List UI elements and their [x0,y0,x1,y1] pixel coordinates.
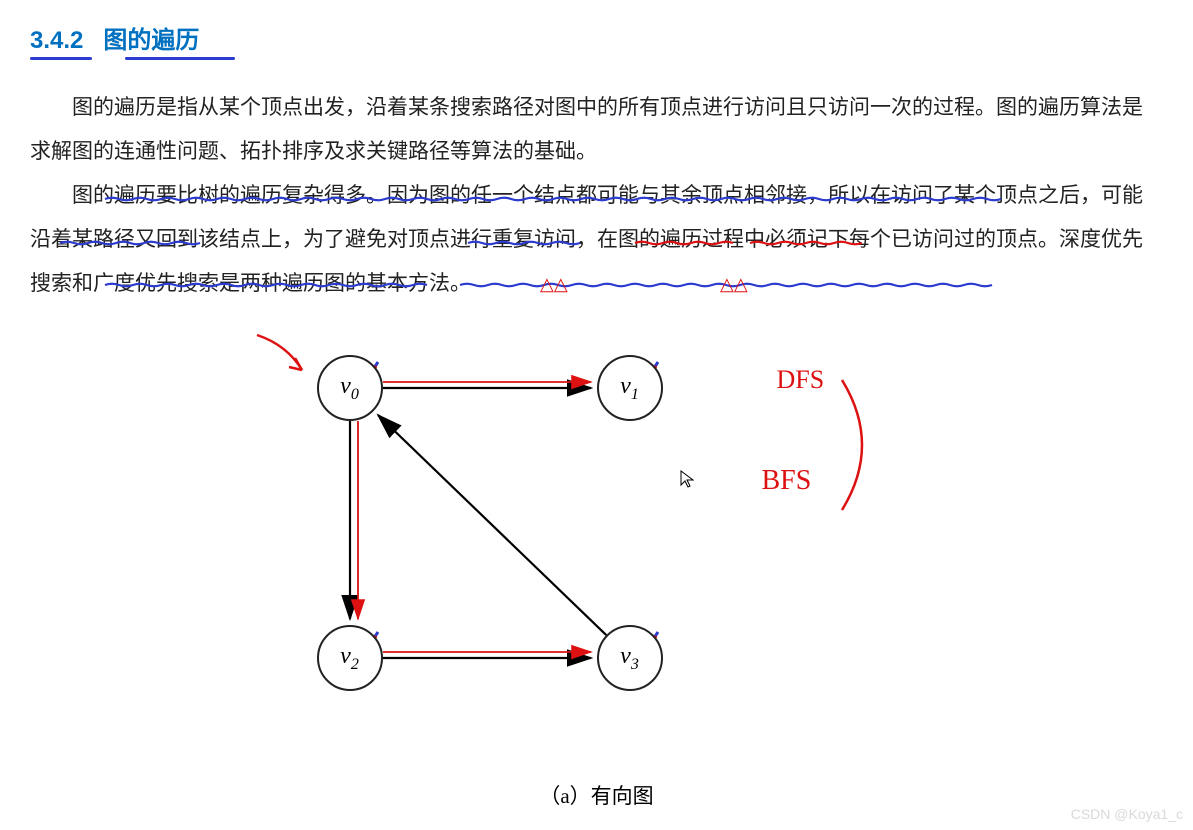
hand-note-dfs: DFS [777,365,825,395]
hand-bracket [837,375,897,515]
graph-diagram: v0 v1 v2 v3 DFS BFS [197,315,997,775]
red-triangles-2: △△ [720,274,748,295]
section-heading: 3.4.2 图的遍历 [30,20,199,55]
hand-note-bfs: BFS [762,465,812,497]
watermark: CSDN @Koya1_c [1071,806,1183,822]
graph-node-v2: v2 [317,625,383,691]
paragraph-2: 图的遍历要比树的遍历复杂得多。因为图的任一个结点都可能与其余顶点相邻接，所以在访… [30,173,1163,305]
red-triangles-1: △△ [540,274,568,295]
graph-node-v3: v3 [597,625,663,691]
paragraph-1: 图的遍历是指从某个顶点出发，沿着某条搜索路径对图中的所有顶点进行访问且只访问一次… [30,85,1163,173]
mouse-cursor-icon [680,470,694,493]
section-number: 3.4.2 [30,27,83,54]
entry-arrow [247,325,317,385]
section-title-text: 图的遍历 [103,27,199,54]
graph-node-v0: v0 [317,355,383,421]
graph-node-v1: v1 [597,355,663,421]
diagram-caption: （a）有向图 [30,780,1163,810]
